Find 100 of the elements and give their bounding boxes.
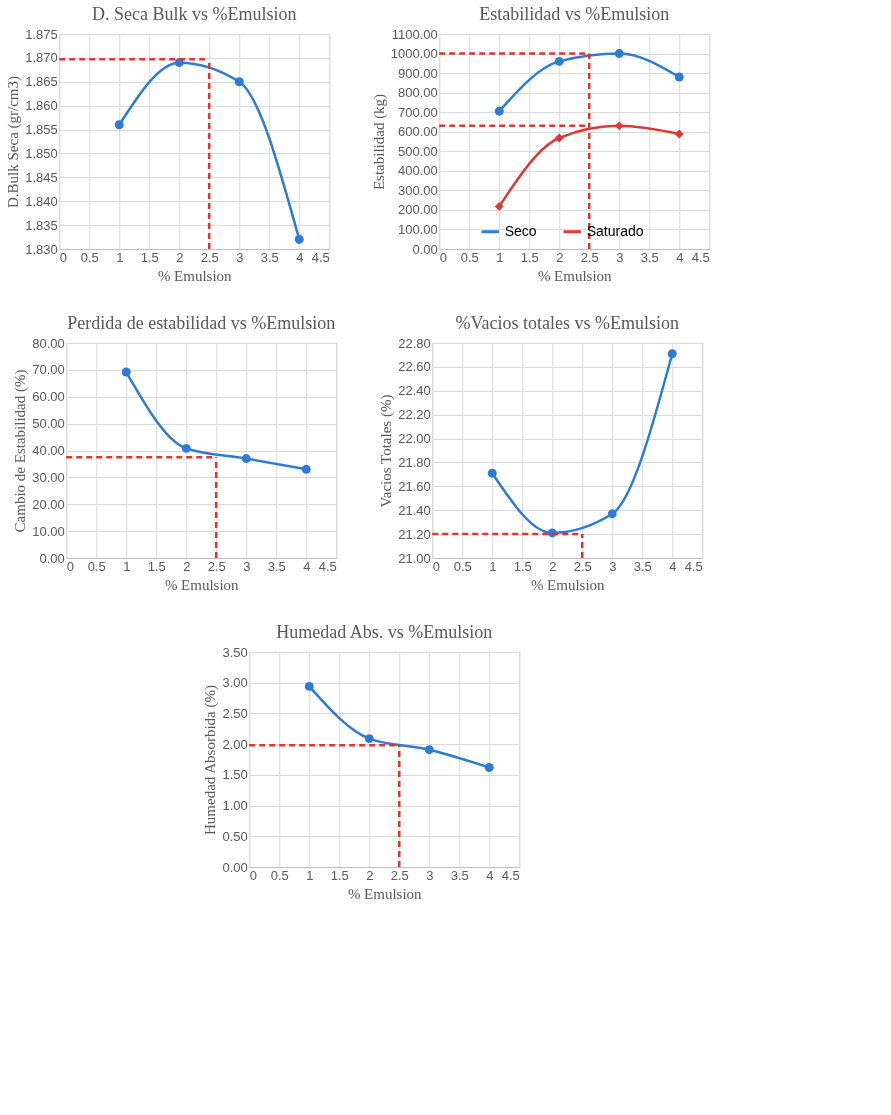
y-tick-label: 800.00 xyxy=(397,85,438,101)
y-tick-label: 1.00 xyxy=(222,798,248,814)
y-axis-title: Cambio de Estabilidad (%) xyxy=(12,369,30,533)
y-tick-label: 1.860 xyxy=(25,98,58,114)
x-tick-label: 4 xyxy=(296,249,304,265)
x-tick-label: 1.5 xyxy=(520,249,539,265)
y-tick-label: 1100.00 xyxy=(391,26,438,42)
y-tick-label: 3.50 xyxy=(222,644,248,660)
y-tick-label: 30.00 xyxy=(32,469,65,485)
legend-label: Seco xyxy=(504,222,537,239)
x-tick-label: 1 xyxy=(306,867,314,883)
chart-title: Humedad Abs. vs %Emulsion xyxy=(276,622,493,642)
y-tick-label: 70.00 xyxy=(32,362,65,378)
x-axis-title: % Emulsion xyxy=(537,267,613,284)
point xyxy=(301,464,311,474)
x-tick-label: 1.5 xyxy=(330,867,349,883)
y-tick-label: 0.00 xyxy=(39,550,65,566)
y-tick-label: 21.00 xyxy=(398,550,431,566)
x-tick-label: 2 xyxy=(183,558,191,574)
x-tick-label: 4 xyxy=(669,558,677,574)
x-tick-label: 4.5 xyxy=(684,558,703,574)
point xyxy=(241,454,251,464)
point xyxy=(364,734,374,744)
x-tick-label: 0.5 xyxy=(270,867,289,883)
x-tick-label: 0 xyxy=(66,558,74,574)
point xyxy=(674,129,684,139)
x-tick-label: 2 xyxy=(366,867,374,883)
y-tick-label: 22.20 xyxy=(398,407,431,423)
x-axis-title: % Emulsion xyxy=(347,885,423,902)
y-tick-label: 21.20 xyxy=(398,526,431,542)
point xyxy=(114,120,124,130)
point xyxy=(674,72,684,82)
point xyxy=(554,133,564,143)
point xyxy=(424,745,434,755)
y-tick-label: 500.00 xyxy=(397,143,438,159)
x-tick-label: 0 xyxy=(59,249,67,265)
y-tick-label: 2.00 xyxy=(222,736,248,752)
y-tick-label: 1.835 xyxy=(25,217,58,233)
legend-label: Saturado xyxy=(586,222,644,239)
x-axis-title: % Emulsion xyxy=(157,267,233,284)
x-tick-label: 4.5 xyxy=(311,249,330,265)
y-tick-label: 1.865 xyxy=(25,74,58,90)
y-tick-label: 900.00 xyxy=(397,65,438,81)
x-tick-label: 1.5 xyxy=(513,558,532,574)
y-axis-title: D.Bulk Seca (gr/cm3) xyxy=(5,75,23,209)
y-tick-label: 300.00 xyxy=(397,182,438,198)
x-tick-label: 2 xyxy=(549,558,557,574)
chart-title: %Vacios totales vs %Emulsion xyxy=(455,313,679,333)
y-axis-title: Estabilidad (kg) xyxy=(370,93,388,191)
y-tick-label: 2.50 xyxy=(222,705,248,721)
y-tick-label: 1.870 xyxy=(25,50,58,66)
y-tick-label: 1.50 xyxy=(222,767,248,783)
y-tick-label: 400.00 xyxy=(397,163,438,179)
x-tick-label: 3 xyxy=(236,249,244,265)
x-tick-label: 1.5 xyxy=(140,249,159,265)
x-tick-label: 2.5 xyxy=(207,558,226,574)
y-tick-label: 60.00 xyxy=(32,389,65,405)
x-tick-label: 1 xyxy=(123,558,131,574)
x-tick-label: 0.5 xyxy=(460,249,479,265)
y-tick-label: 40.00 xyxy=(32,443,65,458)
y-tick-label: 22.80 xyxy=(398,335,431,351)
point xyxy=(484,763,494,772)
point xyxy=(494,201,504,211)
x-tick-label: 3.5 xyxy=(267,558,286,574)
y-axis-title: Vacios Totales (%) xyxy=(378,394,396,508)
y-tick-label: 22.60 xyxy=(398,359,431,375)
x-tick-label: 0.5 xyxy=(80,249,99,265)
x-tick-label: 1 xyxy=(489,558,497,574)
chart-title: Perdida de estabilidad vs %Emulsion xyxy=(67,313,336,333)
x-tick-label: 4 xyxy=(486,867,494,883)
y-tick-label: 1.850 xyxy=(25,145,58,161)
x-tick-label: 0 xyxy=(432,558,440,574)
x-tick-label: 3 xyxy=(243,558,251,574)
x-tick-label: 2.5 xyxy=(200,249,219,265)
y-tick-label: 50.00 xyxy=(32,416,65,432)
point xyxy=(121,367,131,377)
x-tick-label: 1 xyxy=(496,249,504,265)
y-tick-label: 22.40 xyxy=(398,383,431,399)
x-tick-label: 3.5 xyxy=(260,249,279,265)
x-tick-label: 0.5 xyxy=(453,558,472,574)
x-tick-label: 2.5 xyxy=(573,558,592,574)
chart-title: Estabilidad vs %Emulsion xyxy=(479,4,670,24)
y-tick-label: 600.00 xyxy=(397,124,438,140)
y-tick-label: 1.855 xyxy=(25,122,58,138)
x-tick-label: 3.5 xyxy=(450,867,469,883)
y-tick-label: 100.00 xyxy=(397,221,438,237)
x-tick-label: 2.5 xyxy=(390,867,409,883)
point xyxy=(181,443,191,453)
point xyxy=(614,49,624,59)
point xyxy=(304,681,314,691)
point xyxy=(667,349,677,359)
y-tick-label: 22.00 xyxy=(398,431,431,447)
point xyxy=(554,56,564,66)
x-tick-label: 3.5 xyxy=(640,249,659,265)
y-tick-label: 700.00 xyxy=(397,104,438,120)
x-tick-label: 4 xyxy=(676,249,684,265)
x-tick-label: 1 xyxy=(116,249,124,265)
x-tick-label: 2.5 xyxy=(580,249,599,265)
point xyxy=(234,77,244,87)
x-axis-title: % Emulsion xyxy=(530,576,606,593)
